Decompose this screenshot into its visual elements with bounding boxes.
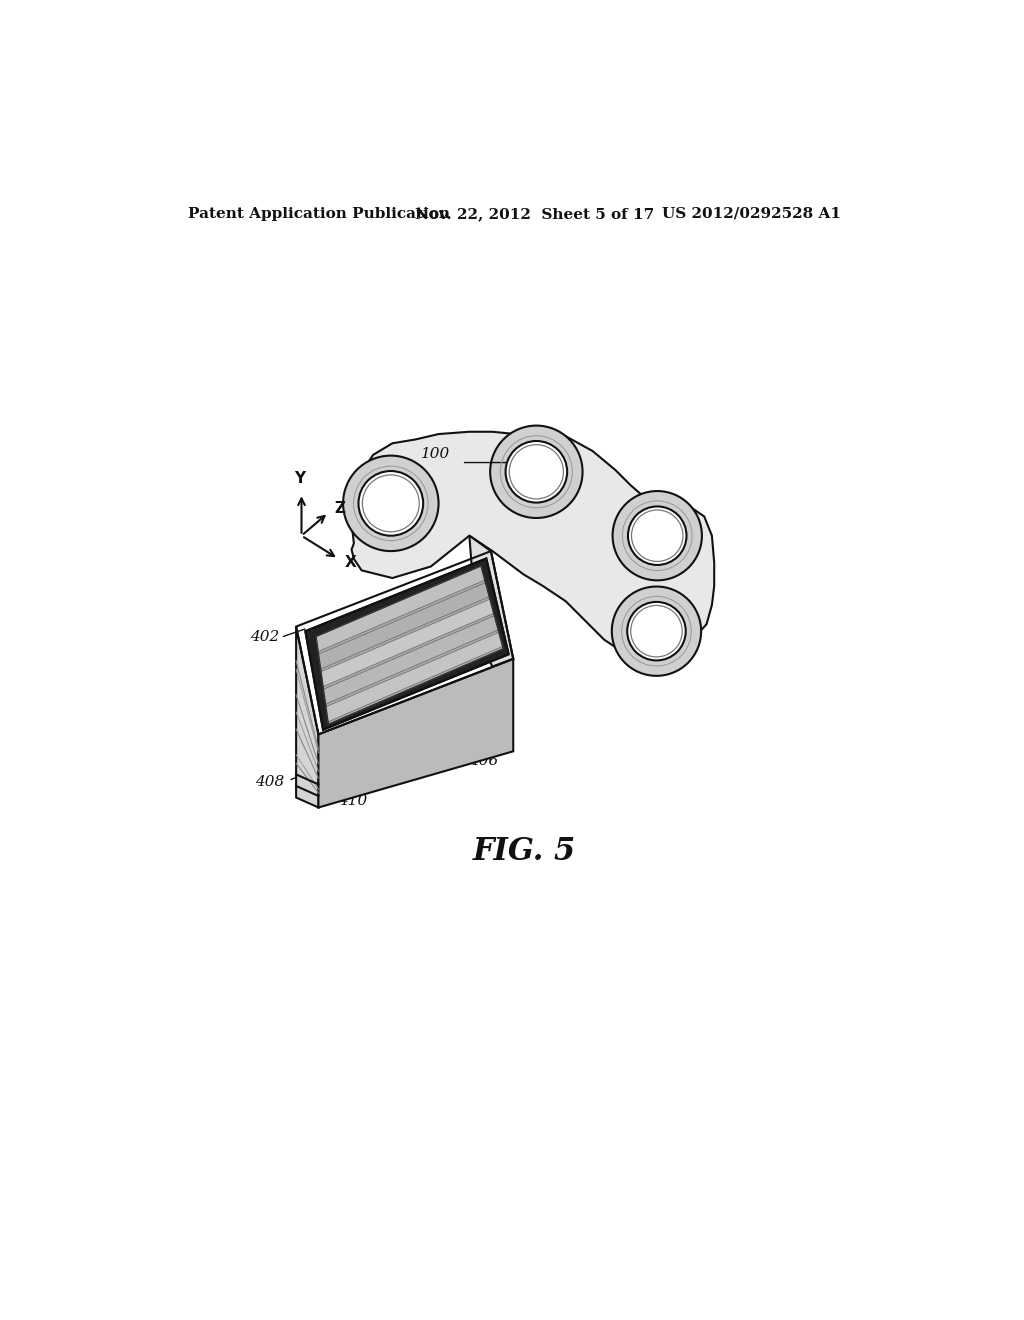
Polygon shape: [350, 432, 714, 660]
Text: 402: 402: [250, 631, 280, 644]
Text: 100: 100: [421, 447, 451, 461]
Polygon shape: [316, 566, 484, 652]
Polygon shape: [322, 599, 494, 686]
Text: X: X: [345, 556, 356, 570]
Text: Nov. 22, 2012  Sheet 5 of 17: Nov. 22, 2012 Sheet 5 of 17: [416, 207, 654, 220]
Text: US 2012/0292528 A1: US 2012/0292528 A1: [662, 207, 841, 220]
Polygon shape: [318, 659, 513, 808]
Circle shape: [611, 586, 701, 676]
Text: Y: Y: [294, 471, 305, 486]
Circle shape: [628, 602, 686, 660]
Text: 410: 410: [339, 795, 368, 808]
Circle shape: [343, 455, 438, 552]
Circle shape: [612, 491, 701, 581]
Circle shape: [358, 471, 423, 536]
Text: 406: 406: [469, 754, 499, 768]
Polygon shape: [305, 558, 509, 730]
Circle shape: [490, 425, 583, 517]
Circle shape: [506, 441, 567, 503]
Polygon shape: [318, 582, 489, 669]
Text: FIG. 5: FIG. 5: [473, 836, 577, 867]
Text: Patent Application Publication: Patent Application Publication: [188, 207, 451, 220]
Polygon shape: [316, 566, 503, 725]
Polygon shape: [326, 632, 503, 722]
Text: Z: Z: [335, 502, 346, 516]
Polygon shape: [296, 627, 318, 808]
Polygon shape: [469, 536, 513, 667]
Polygon shape: [324, 615, 498, 704]
Text: 408: 408: [255, 775, 285, 789]
Circle shape: [628, 507, 686, 565]
Text: 412: 412: [306, 783, 336, 797]
